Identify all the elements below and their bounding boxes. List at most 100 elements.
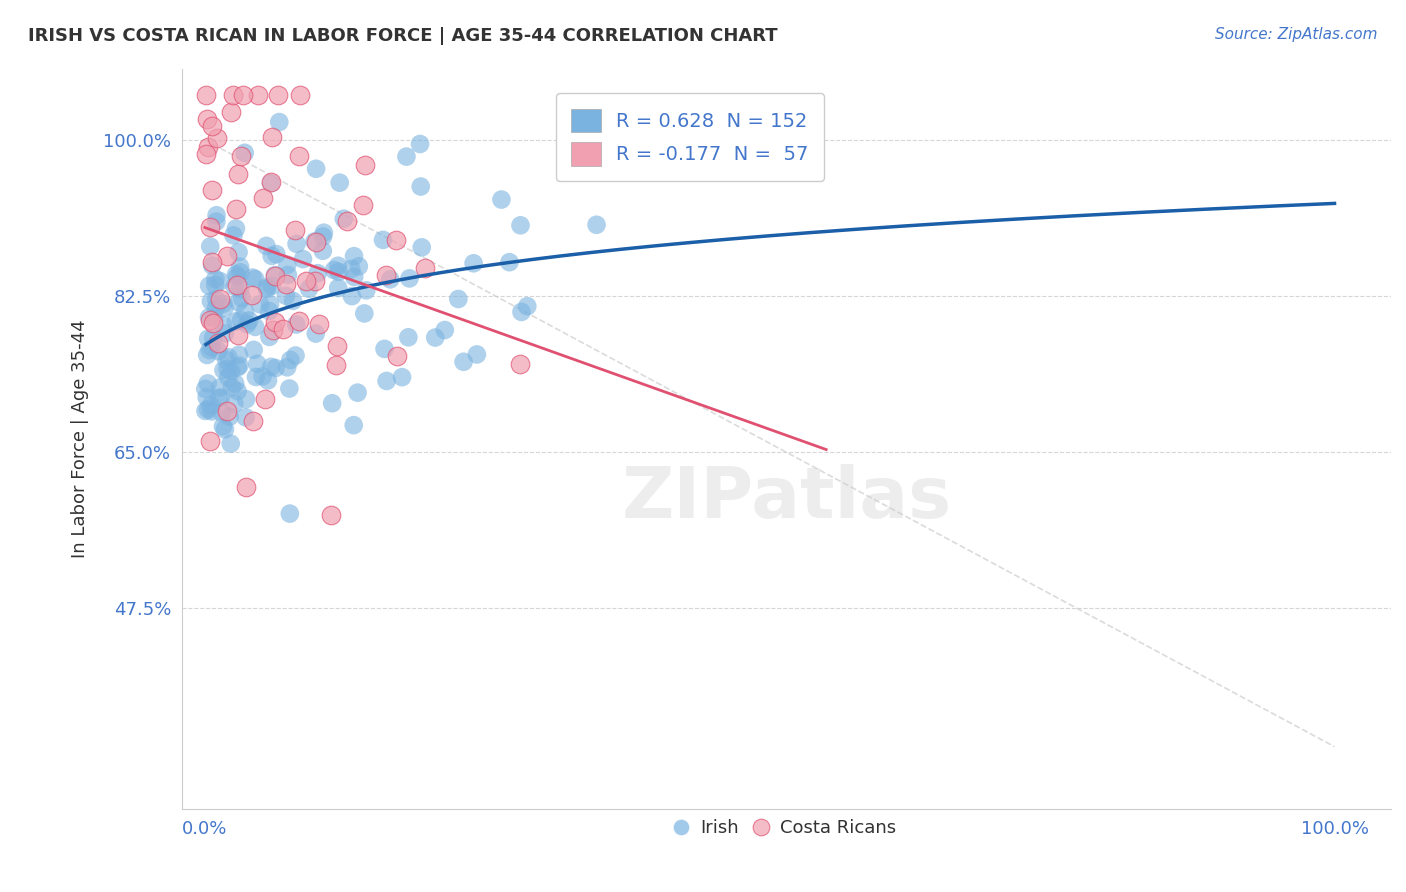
Point [235, 410, 257, 425]
Point [197, 332, 219, 346]
Point [411, 240, 433, 254]
Point [340, 262, 363, 277]
Point [312, 229, 335, 244]
Point [219, 436, 242, 450]
Point [465, 347, 488, 361]
Point [391, 370, 413, 384]
Point [284, 223, 307, 237]
Point [323, 263, 346, 277]
Point [229, 265, 252, 279]
Point [257, 304, 280, 318]
Point [308, 318, 330, 332]
Point [211, 405, 233, 419]
Point [224, 279, 246, 293]
Point [353, 158, 375, 172]
Point [312, 226, 335, 240]
Point [304, 274, 326, 288]
Point [217, 362, 239, 376]
Point [231, 313, 253, 327]
Point [217, 351, 239, 365]
Point [212, 419, 235, 434]
Point [491, 193, 513, 207]
Point [198, 343, 221, 358]
Point [202, 331, 225, 345]
Point [263, 268, 285, 283]
Point [226, 328, 249, 343]
Point [509, 357, 531, 371]
Point [260, 359, 283, 374]
Point [195, 348, 218, 362]
Text: Source: ZipAtlas.com: Source: ZipAtlas.com [1215, 27, 1378, 42]
Text: ZIPatlas: ZIPatlas [621, 464, 952, 533]
Point [498, 255, 520, 269]
Point [413, 261, 436, 276]
Point [197, 139, 219, 153]
Point [259, 297, 281, 311]
Point [267, 88, 290, 103]
Point [262, 278, 284, 293]
Point [353, 306, 375, 320]
Point [219, 364, 242, 378]
Point [274, 277, 297, 291]
Point [217, 249, 239, 263]
Point [269, 115, 291, 129]
Point [205, 130, 228, 145]
Point [433, 323, 456, 337]
Point [228, 348, 250, 362]
Point [343, 418, 366, 433]
Point [242, 343, 264, 357]
Point [374, 268, 396, 282]
Point [195, 390, 218, 404]
Point [217, 403, 239, 417]
Point [198, 278, 221, 293]
Point [326, 338, 349, 352]
Point [247, 88, 270, 103]
Point [463, 256, 485, 270]
Point [336, 213, 359, 227]
Point [257, 373, 280, 387]
Point [380, 272, 402, 286]
Point [200, 294, 222, 309]
Point [204, 277, 226, 292]
Point [232, 88, 254, 103]
Point [245, 370, 267, 384]
Point [305, 326, 328, 341]
Point [398, 271, 420, 285]
Point [305, 161, 328, 176]
Point [205, 208, 228, 222]
Point [201, 254, 224, 268]
Point [226, 167, 249, 181]
Point [201, 341, 224, 355]
Point [321, 396, 343, 410]
Point [385, 233, 408, 247]
Point [453, 355, 475, 369]
Point [197, 376, 219, 391]
Point [252, 369, 274, 384]
Point [204, 272, 226, 286]
Point [217, 370, 239, 384]
Point [285, 236, 308, 251]
Point [229, 260, 252, 274]
Point [262, 323, 284, 337]
Point [252, 192, 274, 206]
Point [243, 320, 266, 334]
Point [209, 380, 232, 394]
Point [198, 220, 221, 235]
Point [207, 391, 229, 405]
Point [343, 269, 366, 284]
Point [281, 293, 304, 308]
Point [371, 233, 394, 247]
Point [249, 297, 271, 311]
Point [238, 313, 260, 327]
Point [254, 239, 277, 253]
Point [228, 295, 250, 310]
Point [374, 342, 396, 356]
Point [409, 136, 432, 151]
Point [209, 274, 232, 288]
Point [225, 221, 247, 235]
Point [326, 259, 349, 273]
Point [276, 360, 298, 375]
Point [235, 480, 257, 494]
Point [225, 202, 247, 216]
Point [329, 176, 352, 190]
